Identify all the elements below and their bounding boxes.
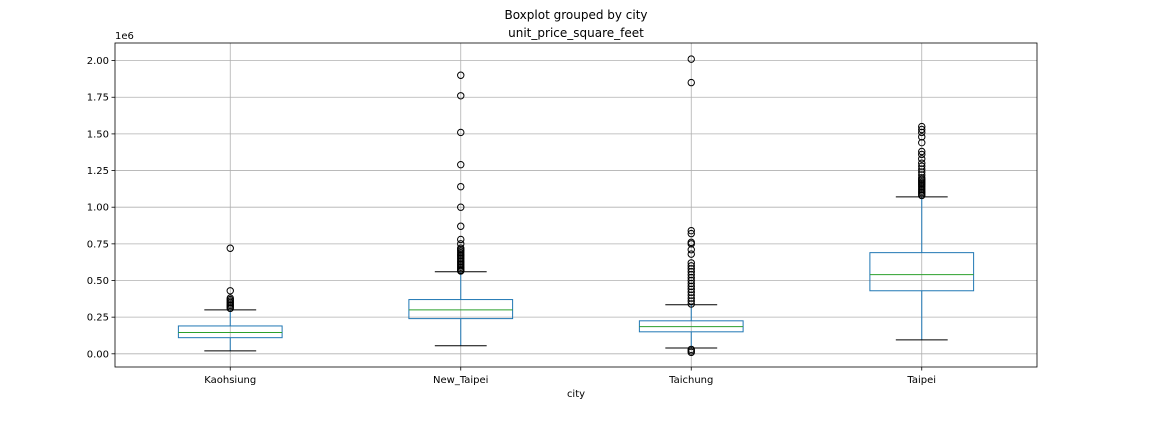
outlier-point [687, 259, 695, 267]
outlier-point [687, 226, 695, 235]
outlier-point [687, 55, 695, 63]
outlier-point [687, 262, 695, 270]
outlier-point [687, 288, 695, 296]
x-axis-label: city [567, 389, 585, 400]
box-plots [177, 55, 975, 357]
y-tick-label: 0.75 [87, 239, 109, 250]
outlier-point [457, 128, 465, 137]
outlier-point [687, 273, 695, 282]
outlier-point [918, 171, 926, 179]
outlier-point [687, 300, 695, 308]
outlier-point [918, 162, 926, 170]
outlier-point [457, 160, 465, 169]
iqr-box [408, 299, 514, 320]
y-offset-label: 1e6 [115, 31, 134, 42]
outlier-point [687, 285, 695, 293]
outlier-point [687, 279, 695, 288]
box-group [638, 55, 744, 357]
box-group [408, 71, 514, 347]
x-tick-label: New_Taipei [433, 375, 488, 386]
outlier-point [687, 270, 695, 279]
outlier-point [918, 125, 926, 134]
outlier-point [918, 165, 926, 173]
outlier-point [687, 265, 695, 273]
x-tick-label: Taipei [906, 375, 936, 386]
y-tick-label: 1.75 [87, 93, 109, 104]
box-group [177, 244, 283, 352]
outlier-point [687, 78, 695, 87]
outlier-point [457, 222, 465, 230]
outlier-point [687, 276, 695, 285]
outlier-point [457, 244, 465, 252]
outlier-point [226, 244, 234, 252]
outlier-point [918, 150, 926, 159]
box-group [869, 122, 975, 341]
y-tick-label: 1.00 [87, 203, 109, 214]
outlier-point [226, 294, 234, 302]
y-tick-label: 0.50 [87, 276, 109, 287]
y-tick-label: 0.00 [87, 349, 109, 360]
outlier-point [687, 291, 695, 299]
y-tick-label: 2.00 [87, 56, 109, 67]
chart-suptitle: Boxplot grouped by city [504, 8, 647, 22]
outlier-point [457, 240, 465, 248]
outlier-point [918, 159, 926, 167]
outlier-point [918, 174, 926, 182]
iqr-box [177, 325, 283, 339]
outlier-point [918, 168, 926, 176]
axes: 0.00 0.25 0.50 0.75 1.00 1.25 1.50 1.75 2.00 Kaoh… [87, 42, 1038, 386]
y-tick-label: 1.50 [87, 129, 109, 140]
grid-lines [115, 43, 1037, 367]
outlier-point [457, 182, 465, 191]
x-tick-label: Taichung [668, 375, 713, 386]
y-tick-label: 1.25 [87, 166, 109, 177]
outlier-point [457, 71, 465, 79]
outlier-point [687, 246, 695, 254]
outlier-point [687, 229, 695, 238]
outlier-point [687, 294, 695, 302]
outlier-point [226, 287, 234, 295]
outlier-point [918, 133, 926, 141]
outlier-point [457, 203, 465, 211]
outlier-point [918, 128, 926, 137]
x-tick-label: Kaohsiung [204, 375, 256, 386]
plot-frame [114, 42, 1038, 368]
chart-title: unit_price_square_feet [508, 26, 644, 40]
iqr-box [869, 252, 975, 292]
outlier-point [687, 238, 695, 247]
outlier-point [687, 250, 695, 258]
outlier-point [457, 92, 465, 100]
outlier-point [918, 155, 926, 163]
outlier-point [687, 282, 695, 291]
outlier-point [918, 122, 926, 131]
outlier-point [687, 345, 695, 354]
y-tick-label: 0.25 [87, 313, 109, 324]
outlier-point [687, 297, 695, 305]
outlier-point [687, 268, 695, 276]
outlier-point [918, 147, 926, 156]
outlier-point [457, 235, 465, 244]
outlier-point [918, 138, 926, 147]
